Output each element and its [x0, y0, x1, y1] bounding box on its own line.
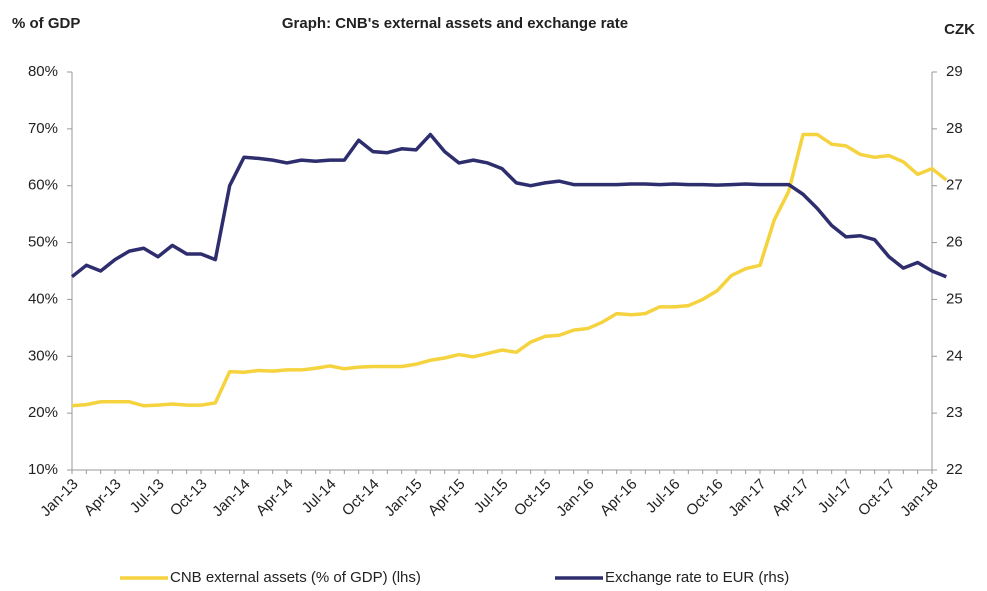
x-tick-label: Jan-14	[209, 476, 253, 520]
legend-label: CNB external assets (% of GDP) (lhs)	[170, 569, 421, 586]
x-tick-label: Oct-16	[683, 476, 727, 520]
y-tick-label: 70%	[28, 120, 58, 137]
y-tick-label: 10%	[28, 461, 58, 478]
series-line	[70, 132, 947, 279]
y2-tick-label: 29	[946, 63, 963, 80]
y2-tick-label: 22	[946, 461, 963, 478]
series-line	[71, 132, 948, 408]
y2-tick-label: 24	[946, 347, 963, 364]
x-tick-label: Oct-13	[167, 476, 211, 520]
x-tick-label: Jan-13	[37, 476, 81, 520]
x-tick-label: Jan-15	[381, 476, 425, 520]
x-tick-label: Jul-14	[299, 476, 340, 517]
x-tick-label: Jan-18	[897, 476, 941, 520]
y2-tick-label: 25	[946, 290, 963, 307]
x-tick-label: Oct-15	[511, 476, 555, 520]
x-tick-label: Apr-14	[253, 476, 297, 520]
x-tick-label: Jan-17	[725, 476, 769, 520]
x-tick-label: Jul-16	[643, 476, 684, 517]
y-tick-label: 50%	[28, 234, 58, 251]
x-tick-label: Oct-14	[339, 476, 383, 520]
x-tick-label: Apr-17	[769, 476, 813, 520]
x-tick-label: Apr-16	[597, 476, 641, 520]
y2-tick-label: 28	[946, 120, 963, 137]
legend-label: Exchange rate to EUR (rhs)	[605, 569, 789, 586]
y2-tick-label: 27	[946, 177, 963, 194]
chart-title: Graph: CNB's external assets and exchang…	[282, 15, 628, 32]
x-tick-label: Jul-13	[127, 476, 168, 517]
y-tick-label: 30%	[28, 347, 58, 364]
x-tick-label: Jul-15	[471, 476, 512, 517]
y-tick-label: 20%	[28, 404, 58, 421]
x-tick-label: Apr-13	[81, 476, 125, 520]
y-tick-label: 60%	[28, 177, 58, 194]
y-tick-label: 80%	[28, 63, 58, 80]
y-axis-title: % of GDP	[12, 15, 80, 32]
y-tick-label: 40%	[28, 290, 58, 307]
x-tick-label: Jul-17	[815, 476, 856, 517]
x-tick-label: Oct-17	[855, 476, 899, 520]
y2-axis-title: CZK	[944, 21, 975, 38]
y2-tick-label: 23	[946, 404, 963, 421]
x-tick-label: Apr-15	[425, 476, 469, 520]
x-tick-label: Jan-16	[553, 476, 597, 520]
y2-tick-label: 26	[946, 234, 963, 251]
